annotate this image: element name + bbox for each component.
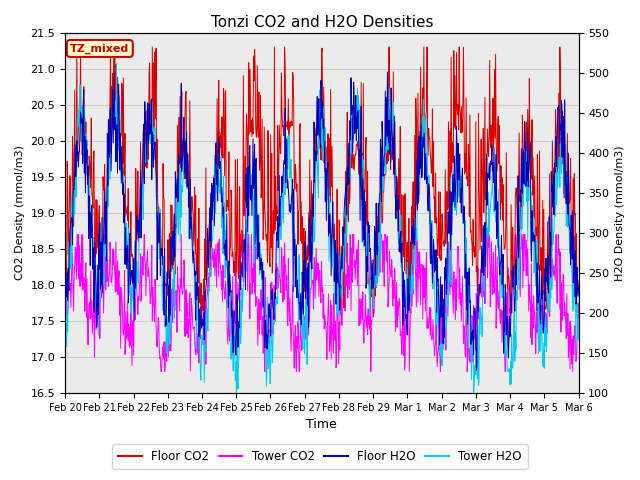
X-axis label: Time: Time <box>307 419 337 432</box>
Text: TZ_mixed: TZ_mixed <box>70 43 129 54</box>
Y-axis label: CO2 Density (mmol/m3): CO2 Density (mmol/m3) <box>15 145 25 280</box>
Legend: Floor CO2, Tower CO2, Floor H2O, Tower H2O: Floor CO2, Tower CO2, Floor H2O, Tower H… <box>112 444 528 469</box>
Y-axis label: H2O Density (mmol/m3): H2O Density (mmol/m3) <box>615 145 625 281</box>
Title: Tonzi CO2 and H2O Densities: Tonzi CO2 and H2O Densities <box>211 15 433 30</box>
